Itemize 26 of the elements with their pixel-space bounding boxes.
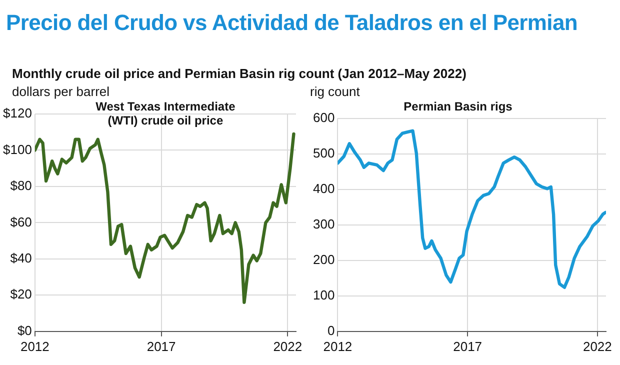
y-tick-label: $20 [10, 286, 32, 302]
x-tick-label: 2017 [146, 338, 176, 354]
y-tick-label: 600 [312, 110, 335, 125]
x-tick-label: 2022 [273, 338, 302, 354]
y-tick-label: $80 [10, 178, 32, 194]
y-tick-label: $120 [3, 106, 32, 121]
y-tick-label: $0 [17, 322, 32, 338]
y-tick-label: 0 [327, 322, 335, 338]
y-tick-label: 200 [312, 252, 335, 267]
chart-title: Permian Basin rigs [404, 100, 513, 114]
annotation: West Texas Intermediate (WTI) crude oil price [96, 99, 236, 128]
y-tick-label: $60 [10, 214, 32, 230]
y-tick-label: 100 [312, 287, 335, 302]
y-tick-label: 500 [312, 145, 335, 160]
y-tick-label: $40 [10, 250, 32, 266]
y-tick-label: 300 [312, 216, 335, 232]
chart-subtitle: Monthly crude oil price and Permian Basin rig count (Jan 2012–May 2022) [12, 66, 466, 81]
y-tick-label: 400 [312, 180, 335, 196]
y-axis-title: dollars per barrel [12, 84, 110, 99]
y-tick-label: $100 [3, 142, 32, 157]
y-axis-title: rig count [310, 84, 360, 99]
chart-title: Precio del Crudo vs Actividad de Taladros en el Permian [6, 10, 578, 36]
x-tick-label: 2017 [453, 338, 482, 354]
x-tick-label: 2012 [323, 338, 352, 354]
x-tick-label: 2022 [582, 338, 612, 354]
x-tick-label: 2012 [20, 338, 50, 354]
